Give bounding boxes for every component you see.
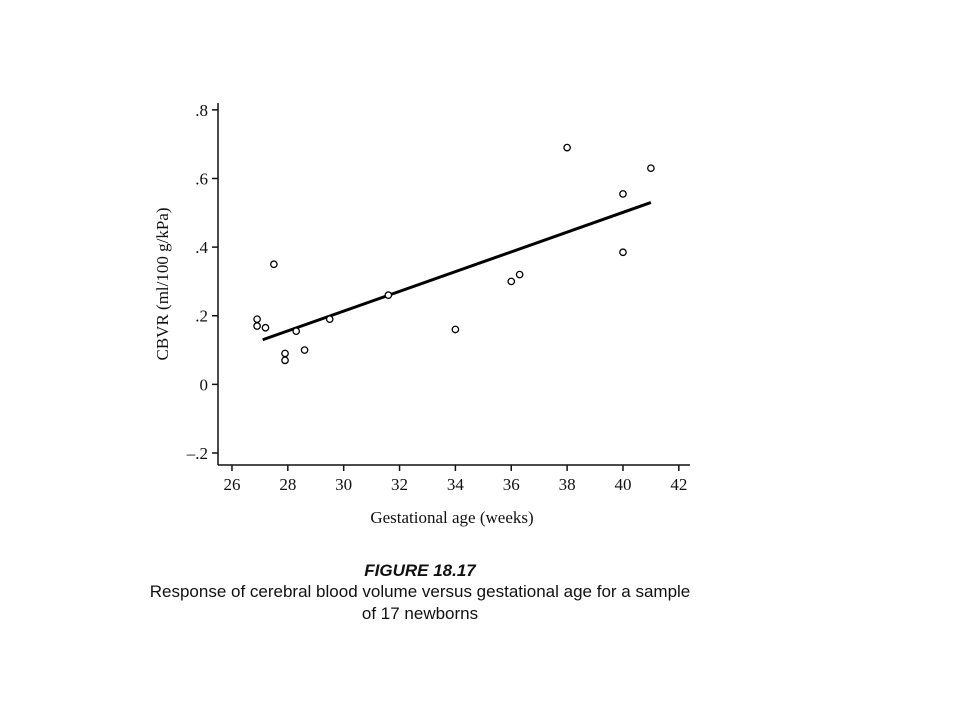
data-point [253,315,261,324]
fit-line [262,201,652,342]
data-point [515,270,524,279]
x-tick-label: 28 [279,475,296,494]
data-point [384,291,393,300]
caption: of 17 newborns [362,604,478,623]
x-tick-label: 42 [670,475,687,494]
data-point [300,346,309,354]
data-point [253,322,261,330]
caption: Response of cerebral blood volume versus… [150,582,691,601]
data-point [270,260,278,269]
x-tick-label: 38 [559,475,576,494]
figure-label: FIGURE 18.17 [364,561,477,580]
y-tick-label: –.2 [186,444,208,463]
data-point [281,356,289,365]
x-axis-label: Gestational age (weeks) [370,508,533,527]
y-tick-label: .4 [195,238,208,257]
data-point [507,277,516,286]
x-tick-label: 36 [503,475,520,494]
data-point [619,190,627,198]
y-axis-label: CBVR (ml/100 g/kPa) [153,207,172,360]
y-tick-label: .2 [195,307,208,326]
x-tick-label: 26 [223,475,240,494]
y-tick-label: .8 [195,101,208,120]
data-point [325,315,334,324]
x-tick-label: 30 [335,475,352,494]
y-tick-label: 0 [200,375,209,394]
data-point [647,164,655,173]
y-tick-label: .6 [195,169,208,188]
data-point [261,323,270,332]
x-tick-label: 34 [447,475,465,494]
data-point [451,325,460,334]
data-point [281,349,289,358]
x-tick-label: 32 [391,475,408,494]
x-tick-label: 40 [614,475,631,494]
data-point [563,143,571,152]
data-point [619,248,627,257]
data-point [292,327,301,336]
